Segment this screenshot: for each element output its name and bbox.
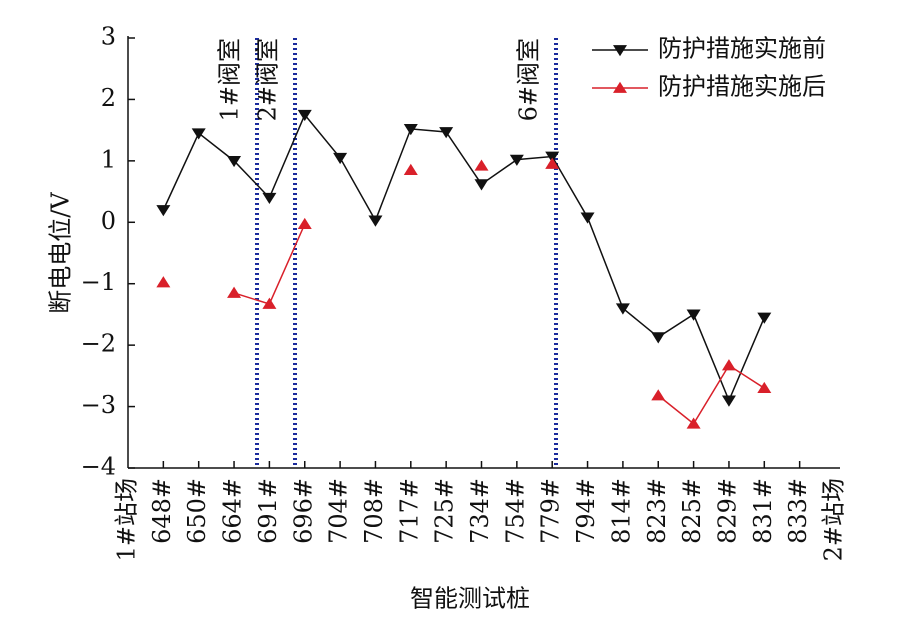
point xyxy=(474,179,489,191)
point xyxy=(615,303,630,315)
point xyxy=(191,128,206,140)
annotation: 6#阀室 xyxy=(515,38,543,121)
point xyxy=(651,332,666,344)
x-tick-label: 823# xyxy=(643,478,671,544)
x-tick-label: 2#站场 xyxy=(820,478,848,561)
point xyxy=(439,127,454,139)
point xyxy=(545,151,560,163)
series-line xyxy=(657,364,765,425)
point xyxy=(613,81,627,93)
y-tick-label: −4 xyxy=(81,453,116,481)
y-tick-label: −2 xyxy=(81,330,116,358)
point xyxy=(721,359,736,371)
x-tick-label: 825# xyxy=(678,478,706,544)
point xyxy=(297,109,312,122)
x-tick-label: 833# xyxy=(784,478,812,544)
x-tick-label: 754# xyxy=(501,478,529,544)
x-tick-label: 831# xyxy=(749,478,777,544)
point xyxy=(613,45,627,57)
point xyxy=(262,297,277,309)
annotation: 2#阀室 xyxy=(254,38,282,121)
x-tick-label: 704# xyxy=(325,478,353,544)
point xyxy=(686,417,701,429)
x-tick-label: 717# xyxy=(395,478,423,544)
point xyxy=(156,276,171,288)
y-tick-label: −3 xyxy=(81,391,116,419)
point xyxy=(580,212,595,224)
point xyxy=(368,215,383,227)
point xyxy=(545,157,560,169)
point xyxy=(651,389,666,401)
point xyxy=(686,309,701,321)
point xyxy=(227,286,242,298)
x-axis-label: 智能测试桩 xyxy=(410,585,530,613)
point xyxy=(297,217,312,230)
x-tick-label: 696# xyxy=(289,478,317,544)
y-tick-label: 0 xyxy=(101,207,116,235)
point xyxy=(403,163,418,175)
point xyxy=(262,192,277,205)
point xyxy=(156,205,171,217)
x-tick-label: 814# xyxy=(607,478,635,544)
y-tick-label: 2 xyxy=(101,84,116,112)
x-tick-label: 648# xyxy=(148,478,176,544)
x-tick-label: 779# xyxy=(537,478,565,544)
y-tick-label: −1 xyxy=(81,268,116,296)
x-tick-label: 708# xyxy=(360,478,388,544)
point xyxy=(227,155,242,168)
x-tick-label: 650# xyxy=(183,478,211,544)
legend-label: 防护措施实施前 xyxy=(658,35,826,63)
x-tick-label: 664# xyxy=(219,478,247,544)
point xyxy=(333,152,348,165)
y-tick-label: 3 xyxy=(101,23,116,51)
point xyxy=(757,312,772,324)
point xyxy=(403,124,418,136)
x-tick-label: 829# xyxy=(713,478,741,544)
point xyxy=(721,395,736,407)
x-tick-label: 794# xyxy=(572,478,600,544)
point xyxy=(757,381,772,394)
x-tick-label: 734# xyxy=(466,478,494,544)
annotation: 1#阀室 xyxy=(216,38,244,121)
legend-label: 防护措施实施后 xyxy=(658,73,826,101)
series-line xyxy=(162,113,765,403)
x-tick-label: 1#站场 xyxy=(113,478,141,561)
x-tick-label: 691# xyxy=(254,478,282,544)
y-tick-label: 1 xyxy=(101,145,116,173)
point xyxy=(509,154,524,166)
point xyxy=(474,159,489,171)
y-axis-label: 断电电位/V xyxy=(47,192,75,314)
x-tick-label: 725# xyxy=(431,478,459,544)
